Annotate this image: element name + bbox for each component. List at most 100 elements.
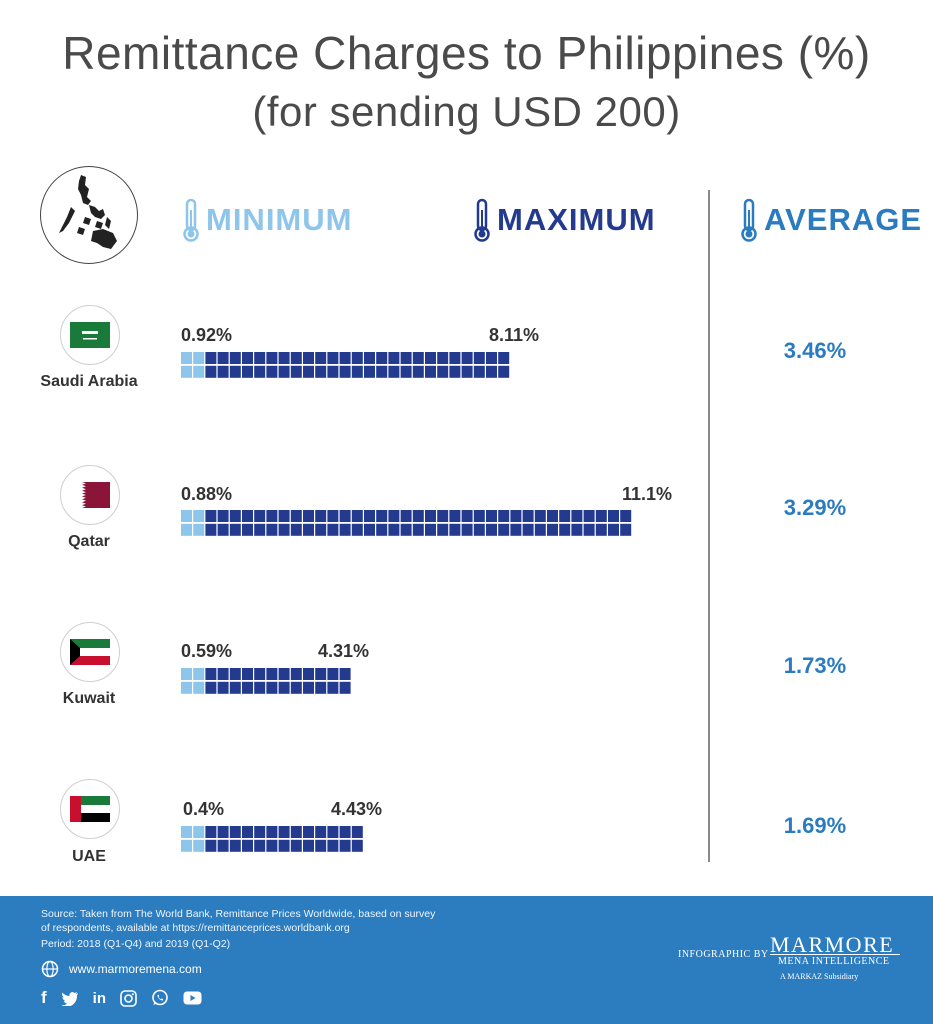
max-bar-cell — [205, 839, 217, 852]
max-bar-cell — [217, 352, 229, 364]
max-bar-cell — [303, 510, 314, 522]
max-bar-cell — [498, 523, 510, 536]
max-bar-cell — [400, 365, 412, 378]
max-bar-cell — [303, 352, 314, 364]
average-value: 3.29% — [783, 495, 847, 520]
max-bar-cell — [229, 826, 241, 838]
max-bar-cell — [547, 523, 558, 536]
max-bar-cell — [327, 839, 339, 852]
max-bar-cell — [303, 826, 314, 838]
min-bar-cell — [181, 510, 192, 522]
min-bar-cell — [193, 681, 205, 694]
website-text[interactable]: www.marmoremena.com — [69, 962, 202, 976]
max-bar-cell — [473, 523, 485, 536]
max-bar-cell — [278, 523, 290, 536]
saudi-arabia-flag-icon — [60, 305, 120, 365]
max-bar-cell — [242, 668, 253, 680]
max-bar-cell — [205, 510, 217, 522]
max-bar-cell — [376, 365, 388, 378]
max-bar-cell — [290, 523, 302, 536]
social-links: f in — [41, 988, 202, 1008]
max-bar-cell — [595, 510, 607, 522]
source-text: Source: Taken from The World Bank, Remit… — [41, 908, 436, 920]
max-bar-cell — [583, 523, 595, 536]
max-bar-cell — [351, 839, 363, 852]
max-bar-cell — [242, 839, 253, 852]
max-label: 11.1% — [622, 484, 673, 504]
max-bar-cell — [620, 523, 632, 536]
max-bar-cell — [437, 510, 449, 522]
max-bar-cell — [229, 839, 241, 852]
max-bar-cell — [583, 510, 595, 522]
min-bar-cell — [193, 352, 205, 364]
max-bar-cell — [364, 352, 375, 364]
max-bar-cell — [437, 365, 449, 378]
max-bar-cell — [608, 510, 619, 522]
qatar-flag-icon — [60, 465, 120, 525]
facebook-icon[interactable]: f — [41, 988, 47, 1007]
max-bar-cell — [290, 839, 302, 852]
max-bar-cell — [376, 510, 388, 522]
max-bar-cell — [266, 523, 278, 536]
twitter-icon[interactable] — [61, 991, 79, 1006]
max-bar-cell — [376, 523, 388, 536]
max-bar-cell — [571, 523, 583, 536]
max-bar-cell — [217, 681, 229, 694]
max-bar-cell — [242, 365, 253, 378]
max-bar-cell — [242, 510, 253, 522]
youtube-icon[interactable] — [183, 991, 202, 1005]
max-bar-cell — [522, 510, 534, 522]
max-bar-cell — [522, 523, 534, 536]
minimum-header: MINIMUM — [182, 198, 352, 242]
max-bar-cell — [242, 826, 253, 838]
max-bar-cell — [205, 681, 217, 694]
max-bar-cell — [510, 523, 522, 536]
max-bar-cell — [278, 681, 290, 694]
max-bar-cell — [217, 826, 229, 838]
bar-row-uae — [181, 826, 363, 852]
website-link[interactable]: www.marmoremena.com — [41, 960, 202, 978]
min-label: 0.92% — [181, 325, 233, 345]
max-bar-cell — [266, 352, 278, 364]
max-bar-cell — [425, 523, 436, 536]
min-label: 0.4% — [183, 799, 225, 819]
minimum-header-label: MINIMUM — [206, 202, 353, 237]
max-bar-cell — [425, 510, 436, 522]
max-bar-cell — [266, 681, 278, 694]
max-bar-cell — [266, 826, 278, 838]
max-bar-cell — [425, 365, 436, 378]
max-bar-cell — [303, 681, 314, 694]
max-bar-cell — [425, 352, 436, 364]
max-bar-cell — [290, 365, 302, 378]
max-bar-cell — [327, 668, 339, 680]
max-bar-cell — [339, 365, 351, 378]
min-bar-cell — [181, 352, 192, 364]
max-bar-cell — [571, 510, 583, 522]
max-bar-cell — [290, 826, 302, 838]
max-bar-cell — [254, 839, 266, 852]
max-bar-cell — [351, 523, 363, 536]
max-bar-cell — [376, 352, 388, 364]
min-label: 0.59% — [181, 641, 233, 661]
max-bar-cell — [486, 365, 497, 378]
min-bar-cell — [181, 668, 192, 680]
max-bar-cell — [315, 352, 327, 364]
instagram-icon[interactable] — [120, 989, 137, 1007]
whatsapp-icon[interactable] — [151, 989, 169, 1007]
source-text: of respondents, available at https://rem… — [41, 922, 350, 934]
min-bar-cell — [181, 826, 192, 838]
max-bar-cell — [266, 365, 278, 378]
max-bar-cell — [303, 523, 314, 536]
max-bar-cell — [254, 681, 266, 694]
max-bar-cell — [303, 365, 314, 378]
max-bar-cell — [217, 523, 229, 536]
linkedin-icon[interactable]: in — [92, 989, 107, 1007]
max-bar-cell — [486, 523, 497, 536]
max-bar-cell — [400, 352, 412, 364]
average-header-label: AVERAGE — [764, 202, 923, 237]
country-name: Kuwait — [62, 690, 116, 707]
max-bar-cell — [217, 365, 229, 378]
max-bar-cell — [608, 523, 619, 536]
min-bar-cell — [193, 365, 205, 378]
max-bar-cell — [388, 510, 400, 522]
